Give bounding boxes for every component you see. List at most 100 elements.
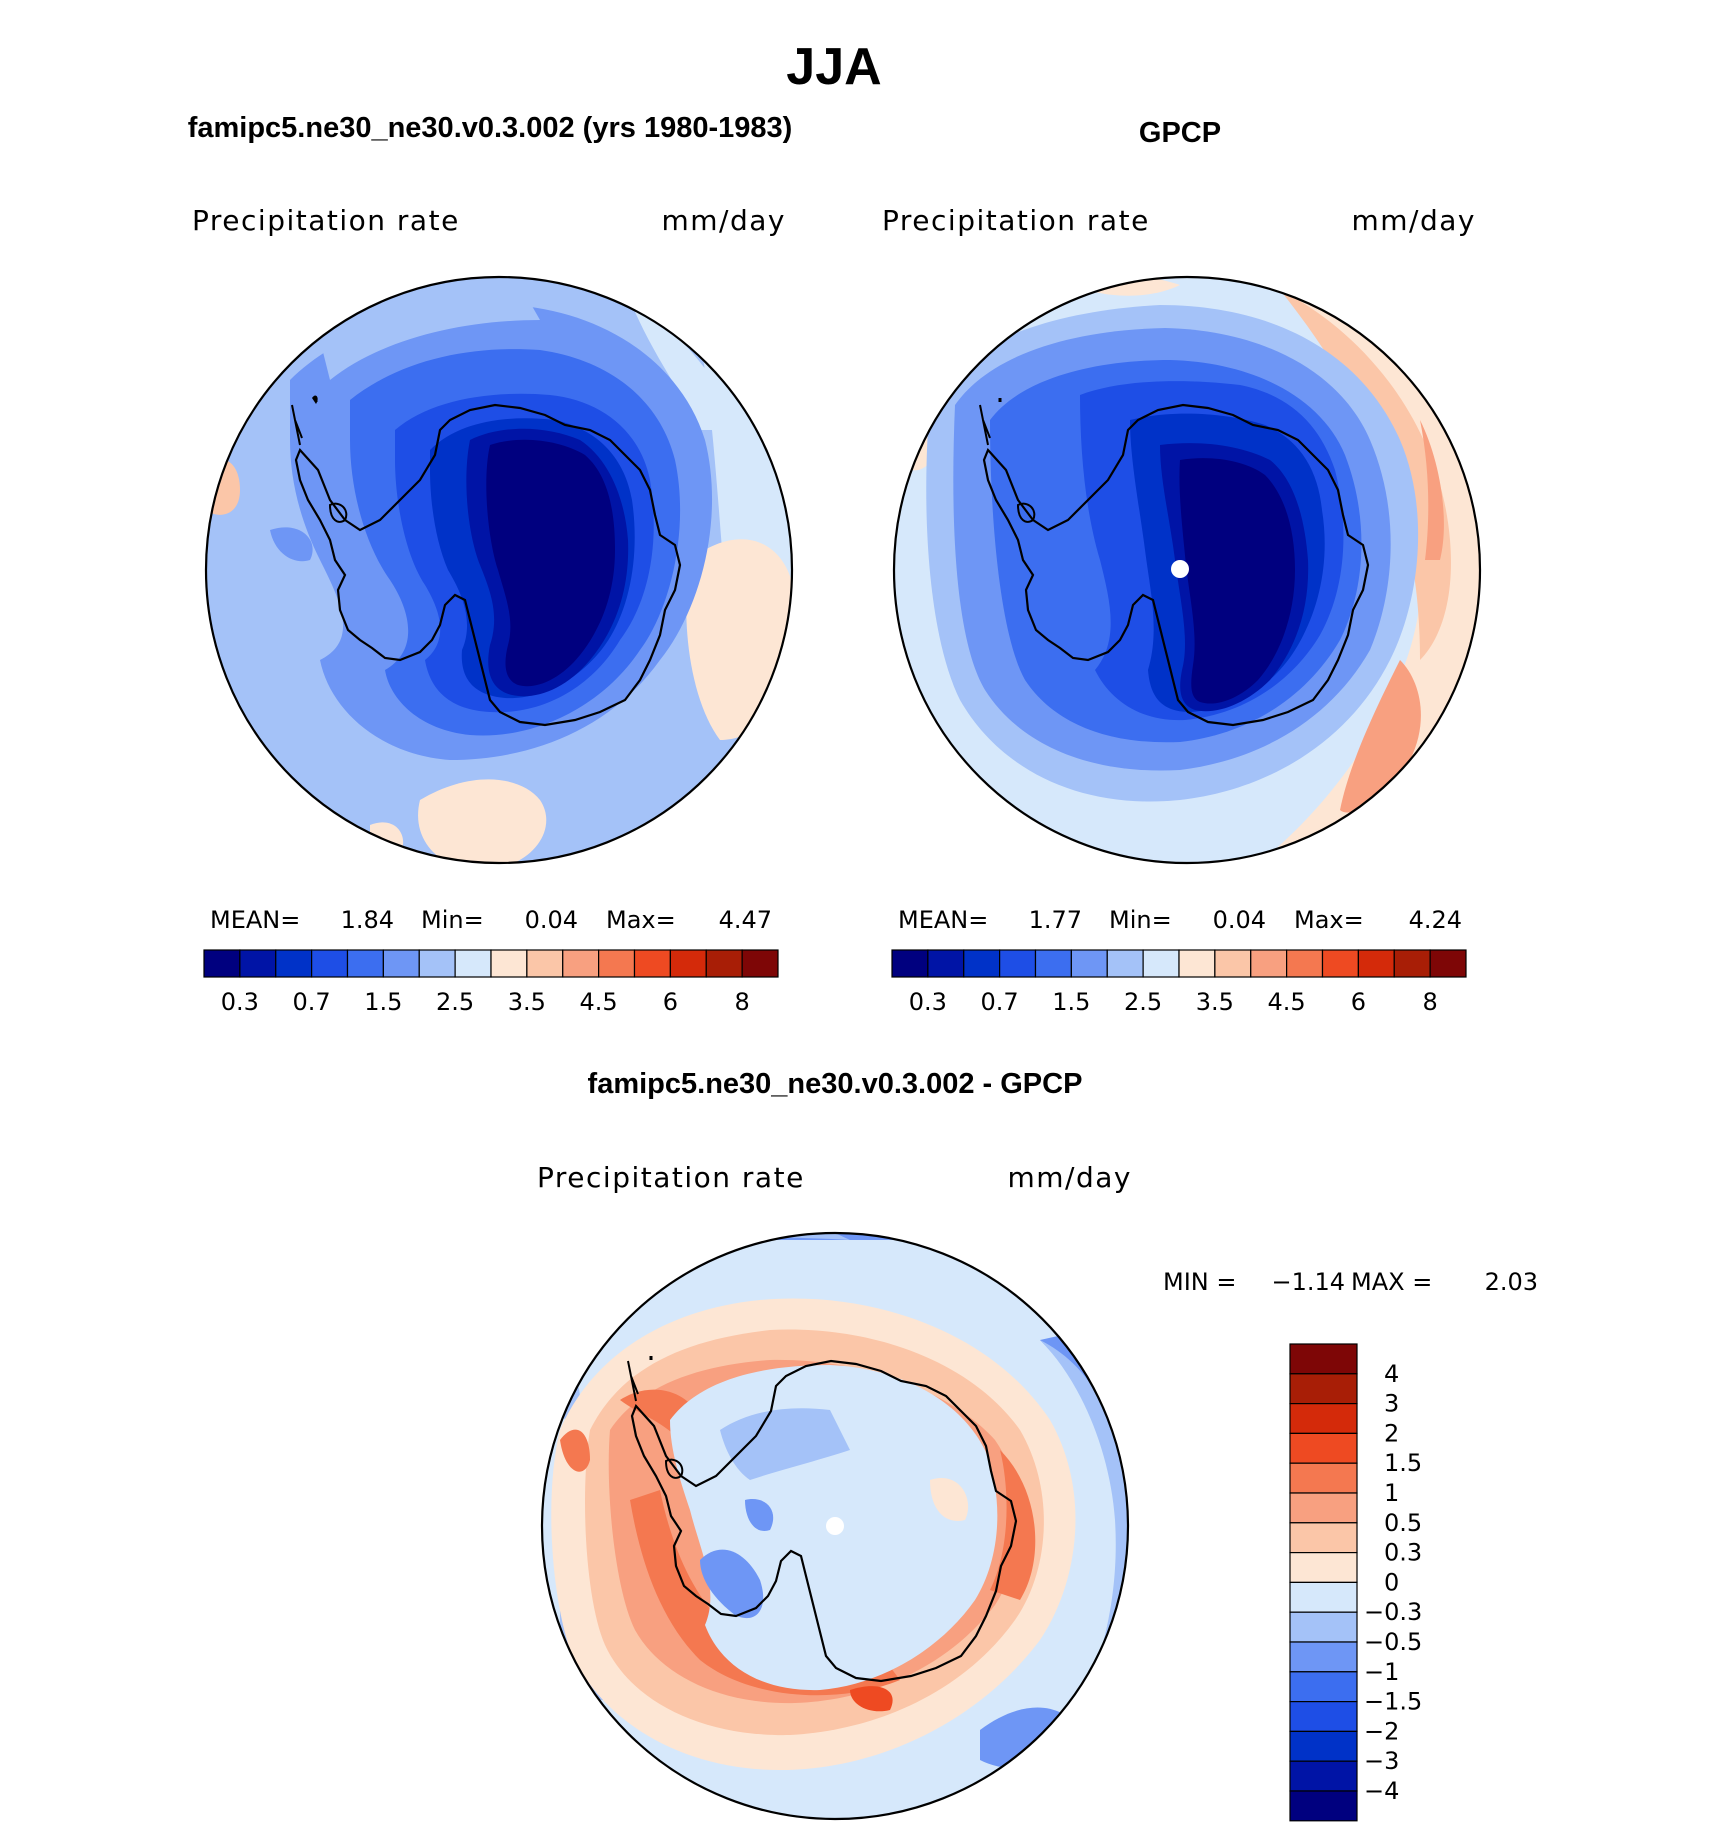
colorbar-tick-label: 3.5 <box>508 988 546 1016</box>
panel-model-min-label: Min= <box>421 906 484 934</box>
colorbar-swatch <box>1289 1432 1358 1464</box>
colorbar-swatch <box>526 949 564 978</box>
colorbar-tick-label: 8 <box>734 988 749 1016</box>
panel-model-mean-label: MEAN= <box>210 906 300 934</box>
panel-obs-title: GPCP <box>1139 117 1221 149</box>
panel-model: famipc5.ne30_ne30.v0.3.002 (yrs 1980-198… <box>188 112 794 1016</box>
colorbar-swatch <box>999 949 1037 978</box>
colorbar-tick-label: 3 <box>1384 1390 1399 1418</box>
panel-obs-max-value: 4.24 <box>1409 906 1462 934</box>
colorbar-swatch <box>963 949 1001 978</box>
panel-diff-variable: Precipitation rate <box>537 1161 805 1194</box>
colorbar-swatch <box>490 949 528 978</box>
colorbar-swatch <box>927 949 965 978</box>
colorbar-swatch <box>1289 1402 1358 1434</box>
colorbar-swatch <box>633 949 671 978</box>
panel-model-max-value: 4.47 <box>719 906 772 934</box>
colorbar-swatch <box>239 949 277 978</box>
colorbar-model: 0.3 0.7 1.5 2.5 3.5 4.5 6 8 <box>203 949 779 1016</box>
panel-model-mean-value: 1.84 <box>341 906 394 934</box>
panel-model-title: famipc5.ne30_ne30.v0.3.002 (yrs 1980-198… <box>188 112 793 144</box>
colorbar-tick-label: 2.5 <box>436 988 474 1016</box>
colorbar-swatch <box>1106 949 1144 978</box>
colorbar-tick-label: 0.3 <box>909 988 947 1016</box>
panel-diff-max-value: 2.03 <box>1485 1268 1538 1296</box>
map-model <box>206 277 792 863</box>
colorbar-swatch <box>1142 949 1180 978</box>
colorbar-swatch <box>1289 1641 1358 1673</box>
colorbar-tick-label: 8 <box>1422 988 1437 1016</box>
colorbar-swatch <box>562 949 600 978</box>
panel-diff: famipc5.ne30_ne30.v0.3.002 - GPCP Precip… <box>537 1068 1538 1822</box>
colorbar-swatch <box>1393 949 1431 978</box>
panel-obs-min-label: Min= <box>1109 906 1172 934</box>
panel-diff-min-label: MIN = <box>1163 1268 1236 1296</box>
colorbar-swatch <box>1214 949 1252 978</box>
colorbar-swatch <box>1289 1790 1358 1822</box>
colorbar-swatch <box>1429 949 1467 978</box>
colorbar-tick-label: 4.5 <box>1268 988 1306 1016</box>
colorbar-tick-label: 0.7 <box>293 988 331 1016</box>
map-obs <box>894 277 1480 863</box>
colorbar-tick-label: −0.5 <box>1364 1628 1422 1656</box>
map-diff <box>542 1233 1128 1819</box>
colorbar-swatch <box>1034 949 1072 978</box>
colorbar-tick-label: 0.3 <box>221 988 259 1016</box>
colorbar-swatch <box>418 949 456 978</box>
colorbar-swatch <box>1289 1760 1358 1792</box>
colorbar-swatch <box>1070 949 1108 978</box>
panel-obs-mean-label: MEAN= <box>898 906 988 934</box>
colorbar-tick-label: −0.3 <box>1364 1598 1422 1626</box>
colorbar-swatch <box>1289 1671 1358 1703</box>
colorbar-tick-label: 0.7 <box>981 988 1019 1016</box>
colorbar-tick-label: 4 <box>1384 1360 1399 1388</box>
colorbar-swatch <box>1289 1343 1358 1375</box>
colorbar-swatch <box>1289 1551 1358 1583</box>
colorbar-tick-label: 0.3 <box>1384 1539 1422 1567</box>
panel-diff-title: famipc5.ne30_ne30.v0.3.002 - GPCP <box>588 1068 1083 1100</box>
colorbar-swatch <box>1357 949 1395 978</box>
colorbar-tick-label: −1 <box>1364 1658 1399 1686</box>
colorbar-tick-label: 1 <box>1384 1479 1399 1507</box>
colorbar-swatch <box>275 949 313 978</box>
panel-model-max-label: Max= <box>606 906 676 934</box>
colorbar-tick-label: 1.5 <box>1384 1449 1422 1477</box>
colorbar-tick-label: 2.5 <box>1124 988 1162 1016</box>
colorbar-swatch <box>669 949 707 978</box>
colorbar-swatch <box>1289 1611 1358 1643</box>
colorbar-swatch <box>598 949 636 978</box>
panel-diff-units: mm/day <box>1008 1161 1133 1194</box>
colorbar-tick-label: 2 <box>1384 1419 1399 1447</box>
colorbar-swatch <box>1289 1700 1358 1732</box>
colorbar-tick-label: 1.5 <box>364 988 402 1016</box>
colorbar-tick-label: −1.5 <box>1364 1688 1422 1716</box>
colorbar-tick-label: −3 <box>1364 1747 1399 1775</box>
panel-obs-variable: Precipitation rate <box>882 204 1150 237</box>
panel-diff-min-value: −1.14 <box>1271 1268 1345 1296</box>
colorbar-obs: 0.3 0.7 1.5 2.5 3.5 4.5 6 8 <box>891 949 1467 1016</box>
colorbar-tick-label: 1.5 <box>1052 988 1090 1016</box>
panel-obs-mean-value: 1.77 <box>1029 906 1082 934</box>
colorbar-swatch <box>382 949 420 978</box>
colorbar-tick-label: 4.5 <box>580 988 618 1016</box>
colorbar-swatch <box>203 949 241 978</box>
colorbar-swatch <box>1178 949 1216 978</box>
colorbar-swatch <box>1289 1462 1358 1494</box>
panel-obs-max-label: Max= <box>1294 906 1364 934</box>
colorbar-tick-label: −2 <box>1364 1717 1399 1745</box>
panel-model-min-value: 0.04 <box>525 906 578 934</box>
colorbar-swatch <box>1250 949 1288 978</box>
colorbar-tick-label: 0.5 <box>1384 1509 1422 1537</box>
colorbar-swatch <box>1289 1492 1358 1524</box>
colorbar-swatch <box>1321 949 1359 978</box>
colorbar-swatch <box>1289 1730 1358 1762</box>
colorbar-tick-label: 0 <box>1384 1568 1399 1596</box>
figure-title: JJA <box>786 38 881 96</box>
colorbar-tick-label: 6 <box>663 988 678 1016</box>
panel-obs-units: mm/day <box>1352 204 1477 237</box>
colorbar-tick-label: 6 <box>1351 988 1366 1016</box>
panel-obs: GPCP Precipitation rate mm/day <box>882 117 1482 1016</box>
colorbar-swatch <box>1286 949 1324 978</box>
colorbar-swatch <box>346 949 384 978</box>
